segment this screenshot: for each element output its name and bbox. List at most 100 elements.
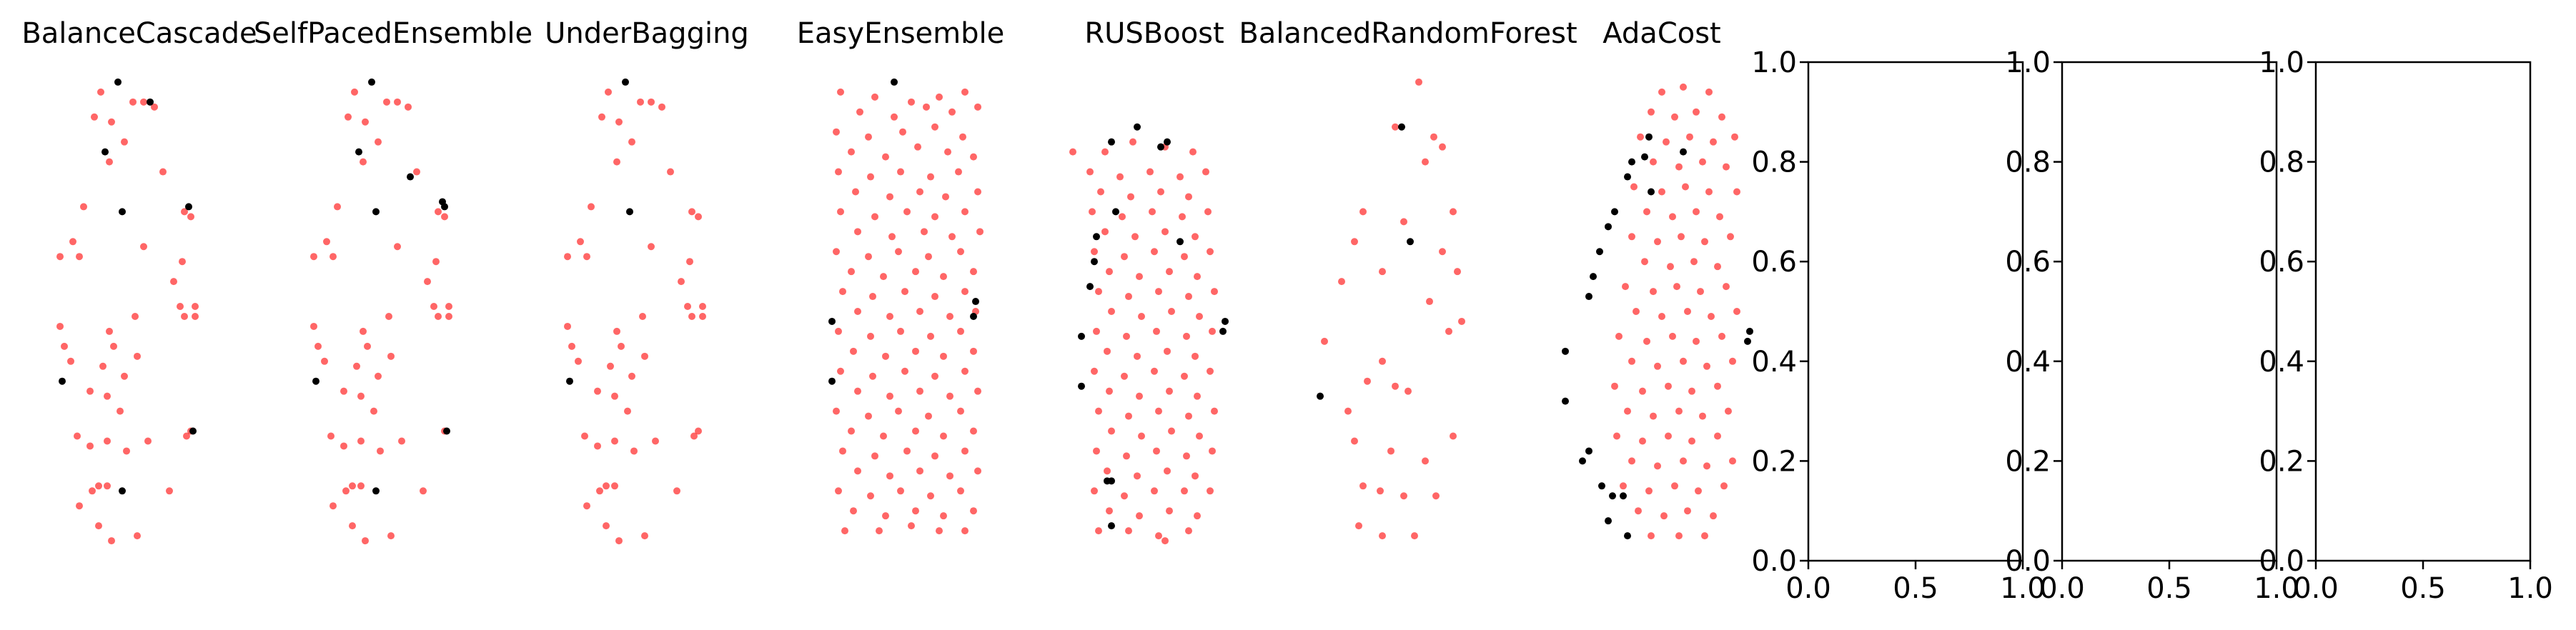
sample-point (1705, 188, 1713, 196)
sample-point (334, 203, 341, 211)
axes-frame (2061, 61, 2278, 562)
sample-point (67, 357, 74, 365)
sample-point (940, 352, 947, 360)
x-tick-label: 1.0 (2254, 572, 2299, 605)
sample-point (1136, 273, 1143, 281)
sample-point (961, 208, 969, 216)
sample-point (1104, 467, 1111, 475)
sample-point (867, 173, 874, 181)
sample-point (166, 487, 173, 495)
sample-point (678, 278, 685, 286)
sample-point (1392, 382, 1399, 390)
sample-point (899, 128, 906, 136)
sample-point (1155, 532, 1162, 540)
sample-point (1164, 347, 1171, 355)
sample-point (903, 208, 911, 216)
subplot-9: 0.0 0.5 1.0 0.0 0.2 0.4 0.6 0.8 1.0 (2005, 46, 2299, 605)
y-tick-label: 0.0 (2005, 545, 2051, 578)
sample-point (1633, 308, 1640, 315)
sample-point (1639, 387, 1646, 395)
sample-point (615, 118, 623, 126)
sample-point (1415, 78, 1422, 86)
axes-frame (2314, 61, 2532, 562)
selected-point (1157, 143, 1164, 151)
x-tick-label: 0.0 (2039, 572, 2085, 605)
selected-point (1620, 492, 1627, 500)
sample-point (321, 357, 328, 365)
sample-point (1153, 447, 1160, 455)
selected-point (566, 377, 573, 385)
sample-point (394, 98, 401, 106)
sample-point (684, 303, 691, 311)
sample-point (895, 407, 902, 415)
selected-point (891, 78, 898, 86)
sample-point (897, 327, 904, 335)
sample-point (108, 118, 115, 126)
sample-point (1151, 367, 1158, 375)
selected-point (972, 298, 979, 306)
subplot-2: SelfPacedEnsemble (254, 17, 532, 545)
sample-point (1675, 163, 1683, 171)
sample-point (349, 522, 356, 530)
selected-point (355, 148, 362, 156)
sample-point (1351, 437, 1358, 445)
sample-point (1183, 332, 1190, 340)
sample-point (603, 522, 610, 530)
sample-point (1101, 148, 1109, 156)
sample-point (1680, 457, 1687, 465)
sample-point (641, 352, 648, 360)
sample-point (1714, 382, 1721, 390)
sample-point (110, 342, 117, 350)
sample-point (1400, 218, 1407, 226)
sample-point (349, 482, 356, 490)
selected-point (970, 312, 977, 320)
sample-point (970, 153, 977, 161)
sample-point (181, 208, 188, 216)
selected-point (1609, 492, 1616, 500)
selected-point (1645, 133, 1653, 141)
selected-point (1611, 208, 1618, 216)
y-tick-label: 0.6 (2005, 246, 2051, 279)
sample-point (106, 327, 113, 335)
sample-point (639, 312, 646, 320)
sample-point (880, 432, 887, 440)
sample-point (865, 412, 872, 420)
sample-point (886, 392, 893, 400)
sample-point (1157, 188, 1164, 196)
y-tick-label: 0.6 (1751, 246, 1797, 279)
sample-point (435, 312, 442, 320)
sample-point (961, 367, 969, 375)
sample-point (648, 98, 655, 106)
sample-point (594, 387, 601, 395)
x-tick-label: 0.0 (1785, 572, 1831, 605)
sample-point (882, 352, 889, 360)
sample-point (1344, 407, 1352, 415)
y-tick-label: 0.0 (1751, 545, 1797, 578)
sample-point (688, 208, 695, 216)
sample-point (970, 427, 977, 435)
subplot-8: 0.0 0.5 1.0 0.0 0.2 0.4 0.6 0.8 1.0 (1751, 46, 2045, 605)
sample-point (695, 427, 702, 435)
sample-point (854, 308, 861, 315)
sample-point (1708, 312, 1715, 320)
sample-point (1106, 507, 1113, 515)
sample-point (886, 312, 893, 320)
sample-point (106, 158, 113, 166)
selected-point (1086, 283, 1094, 291)
sample-point (1439, 248, 1446, 256)
sample-point (1095, 407, 1102, 415)
sample-point (1121, 253, 1128, 261)
sample-point (1411, 532, 1418, 540)
sample-point (1196, 432, 1203, 440)
sample-point (927, 173, 934, 181)
sample-point (420, 487, 427, 495)
sample-point (854, 387, 861, 395)
sample-point (1387, 447, 1394, 455)
sample-point (886, 472, 893, 480)
sample-point (839, 447, 846, 455)
sample-point (1153, 327, 1160, 335)
sample-point (1207, 248, 1214, 256)
sample-point (1207, 367, 1214, 375)
sample-point (1125, 527, 1132, 535)
sample-point (1379, 357, 1386, 365)
